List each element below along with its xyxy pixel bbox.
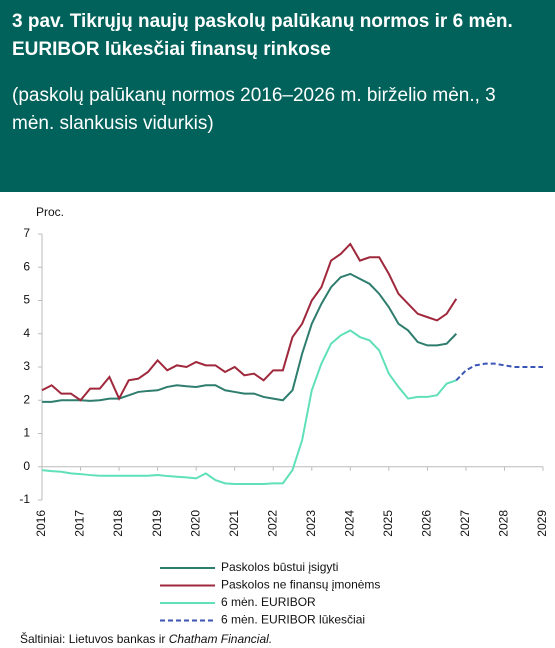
y-tick-label: 1	[23, 426, 30, 440]
y-tick-label: 4	[23, 326, 30, 340]
x-tick-label: 2020	[188, 510, 202, 537]
y-axis-label: Proc.	[36, 205, 64, 219]
y-tick-label: -1	[19, 492, 30, 506]
x-tick-label: 2019	[150, 510, 164, 537]
chart: Proc. Šaltiniai: Lietuvos bankas ir Chat…	[19, 205, 549, 646]
x-tick-label: 2016	[34, 510, 48, 537]
y-tick-label: 3	[23, 359, 30, 373]
x-tick-label: 2024	[342, 510, 356, 537]
series-line	[41, 242, 458, 402]
source: Šaltiniai: Lietuvos bankas ir Chatham Fi…	[20, 631, 272, 646]
series-line	[455, 362, 543, 381]
x-tick-label: 2026	[420, 510, 434, 537]
x-tick-label: 2021	[227, 510, 241, 537]
x-tick-label: 2028	[497, 510, 511, 537]
x-tick-label: 2029	[535, 510, 549, 537]
y-tick-label: 0	[23, 459, 30, 473]
x-tick-label: 2018	[111, 510, 125, 537]
y-tick-label: 5	[23, 293, 30, 307]
legend-label: 6 mėn. EURIBOR	[221, 595, 316, 609]
title: 3 pav. Tikrųjų naujų paskolų palūkanų no…	[12, 11, 513, 60]
x-tick-label: 2027	[458, 510, 472, 537]
subtitle: (paskolų palūkanų normos 2016–2026 m. bi…	[12, 85, 496, 134]
header: 3 pav. Tikrųjų naujų paskolų palūkanų no…	[0, 0, 555, 192]
y-tick-label: 6	[23, 259, 30, 273]
y-tick-label: 2	[23, 392, 30, 406]
legend-label: Paskolos ne finansų įmonėms	[221, 578, 380, 592]
y-tick-label: 7	[23, 226, 30, 240]
source-text: Šaltiniai: Lietuvos bankas ir	[20, 631, 165, 646]
source-italic: Chatham Financial.	[169, 632, 272, 646]
legend-label: 6 mėn. EURIBOR lūkesčiai	[221, 613, 365, 627]
x-tick-label: 2023	[304, 510, 318, 537]
series-line	[41, 329, 457, 486]
legend-label: Paskolos būstui įsigyti	[221, 560, 338, 574]
x-tick-label: 2025	[381, 510, 395, 537]
x-tick-label: 2022	[265, 510, 279, 537]
x-tick-label: 2017	[73, 510, 87, 537]
series-line	[42, 272, 458, 403]
